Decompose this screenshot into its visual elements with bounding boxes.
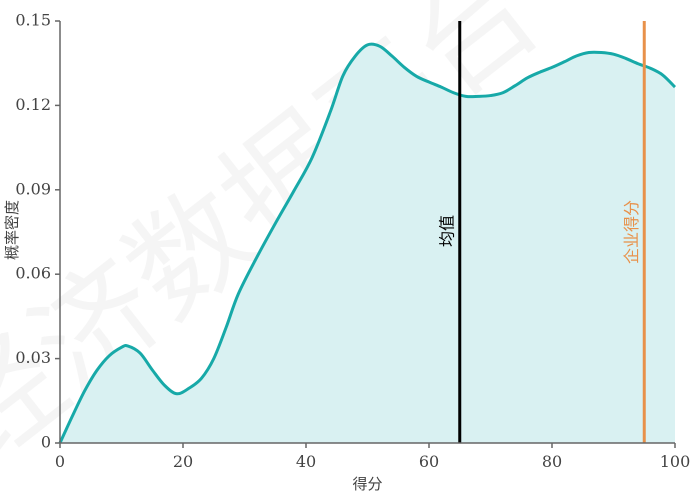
- x-tick-label: 20: [173, 452, 193, 471]
- y-tick-label: 0: [41, 433, 51, 452]
- y-tick-label: 0.09: [15, 179, 51, 198]
- plot-area: [58, 42, 677, 444]
- x-tick-label: 100: [660, 452, 691, 471]
- x-tick-label: 0: [55, 452, 65, 471]
- x-tick-label: 60: [419, 452, 439, 471]
- x-tick-label: 80: [542, 452, 562, 471]
- y-tick-label: 0.06: [15, 264, 51, 283]
- y-tick-label: 0.12: [15, 95, 51, 114]
- y-tick-label: 0.15: [15, 11, 51, 30]
- reference-lines: 均值 企业得分: [437, 21, 646, 443]
- density-area-fill: [60, 44, 675, 444]
- y-tick-label: 0.03: [15, 348, 51, 367]
- company-score-label: 企业得分: [622, 200, 641, 264]
- x-axis-ticks: 0 20 40 60 80 100: [55, 443, 690, 471]
- y-axis-ticks: 0 0.03 0.06 0.09 0.12 0.15: [15, 11, 60, 452]
- axes: 0 20 40 60 80 100 0 0.03 0.06 0.09 0.12 0.15 得分 概率…: [3, 11, 690, 492]
- x-tick-label: 40: [296, 452, 316, 471]
- mean-label: 均值: [437, 215, 456, 247]
- x-axis-title: 得分: [352, 475, 382, 492]
- density-curve: [58, 42, 677, 444]
- y-axis-title: 概率密度: [3, 200, 21, 260]
